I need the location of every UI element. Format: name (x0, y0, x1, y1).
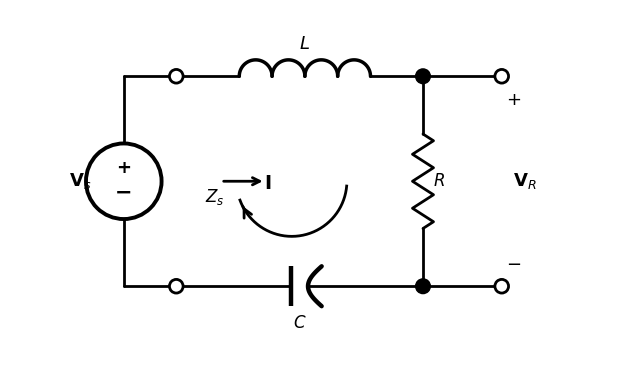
Circle shape (495, 279, 509, 293)
Text: $\mathbf{V}_R$: $\mathbf{V}_R$ (513, 171, 537, 191)
Text: $R$: $R$ (434, 173, 445, 190)
Circle shape (169, 69, 183, 83)
Text: $-$: $-$ (506, 254, 521, 272)
Circle shape (495, 69, 509, 83)
Text: $Z_s$: $Z_s$ (205, 187, 225, 207)
Circle shape (416, 69, 431, 84)
Text: $\mathbf{I}$: $\mathbf{I}$ (265, 175, 272, 193)
Text: $+$: $+$ (506, 91, 521, 109)
Circle shape (416, 279, 431, 294)
Text: −: − (115, 183, 132, 203)
Text: $\mathbf{V}_s$: $\mathbf{V}_s$ (69, 171, 91, 191)
Circle shape (169, 279, 183, 293)
Text: $L$: $L$ (300, 35, 310, 53)
Text: +: + (116, 159, 131, 176)
Text: $C$: $C$ (293, 315, 307, 332)
